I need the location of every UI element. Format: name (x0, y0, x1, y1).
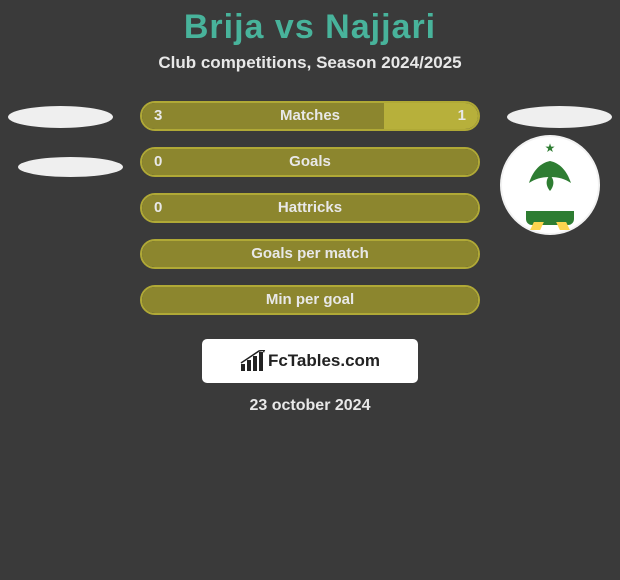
stat-row: Matches3 1 (0, 101, 620, 137)
stat-row: Hattricks0 (0, 193, 620, 229)
page-title: Brija vs Najjari (0, 0, 620, 47)
stat-bar: Matches3 1 (140, 101, 480, 131)
club-star-icon: ★ (545, 141, 556, 155)
stat-bar: Goals per match (140, 239, 480, 269)
stat-bar: Goals0 (140, 147, 480, 177)
stat-value-left: 0 (154, 149, 162, 175)
stat-bar: Hattricks0 (140, 193, 480, 223)
stat-row: ★Goals0 (0, 147, 620, 183)
stat-label: Min per goal (142, 287, 478, 313)
stat-label: Goals per match (142, 241, 478, 267)
comparison-card: Brija vs Najjari Club competitions, Seas… (0, 0, 620, 580)
page-subtitle: Club competitions, Season 2024/2025 (0, 53, 620, 73)
stat-value-right: 1 (458, 103, 466, 129)
stat-label: Hattricks (142, 195, 478, 221)
stat-value-left: 0 (154, 195, 162, 221)
stat-value-left: 3 (154, 103, 162, 129)
stat-row: Goals per match (0, 239, 620, 275)
brand-text: FcTables.com (268, 351, 380, 371)
date-line: 23 october 2024 (0, 397, 620, 415)
stat-row: Min per goal (0, 285, 620, 321)
stat-label: Goals (142, 149, 478, 175)
stat-label: Matches (142, 103, 478, 129)
brand-chart-icon (240, 350, 266, 372)
player-left-placeholder (8, 106, 113, 128)
stats-rows: Matches31★Goals0Hattricks0Goals per matc… (0, 101, 620, 321)
stat-bar: Min per goal (140, 285, 480, 315)
player-right-placeholder (507, 106, 612, 128)
brand-box[interactable]: FcTables.com (202, 339, 418, 383)
player-left-placeholder (18, 157, 123, 177)
